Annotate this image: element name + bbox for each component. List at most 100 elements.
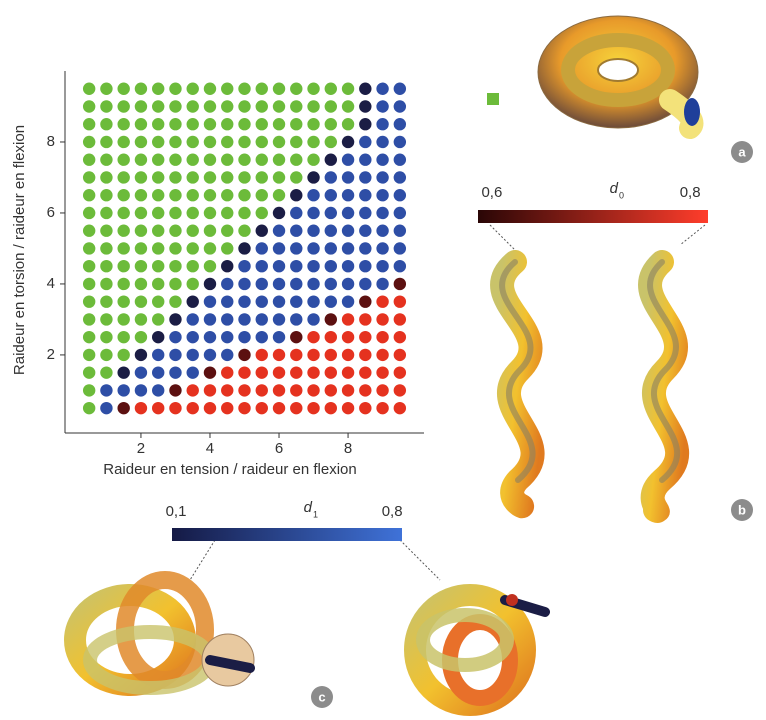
data-point [186,330,199,344]
data-point [255,118,268,131]
data-point [238,366,251,379]
data-point [134,206,148,220]
data-point [272,206,286,220]
data-point [152,118,165,131]
data-point [376,153,389,166]
data-point [255,330,268,344]
data-point [238,295,251,308]
data-point [82,189,96,202]
data-point [393,118,407,131]
data-point [376,118,389,131]
data-point [324,100,337,113]
data-point [393,242,407,255]
data-point [203,153,217,166]
data-point [186,313,199,326]
data-point [186,189,199,202]
data-point [324,135,337,149]
data-point [221,295,234,308]
data-point [134,401,148,415]
data-point [117,206,130,220]
data-point [169,100,182,113]
data-point [307,189,320,202]
data-point [134,259,148,273]
data-point [255,384,268,397]
data-point [307,366,320,379]
data-point [117,384,130,397]
data-point [376,384,389,397]
data-point [117,277,130,291]
data-point [393,384,407,397]
data-point [82,330,96,344]
data-point [324,401,337,415]
data-point [134,153,148,166]
data-point [186,82,199,95]
data-point [186,259,199,273]
data-point [134,118,148,131]
data-point [169,313,182,326]
data-point [100,206,113,220]
data-point [290,384,303,397]
data-point [203,118,217,131]
data-point [186,118,199,131]
data-point [307,277,320,291]
data-point [376,366,389,379]
data-point [393,277,407,291]
data-point [152,259,165,273]
data-point [393,189,407,202]
data-point [134,313,148,326]
data-point [376,224,389,237]
data-point [307,242,320,255]
data-point [376,295,389,308]
data-point [341,330,355,344]
panel-badge [311,686,333,708]
data-point [307,224,320,237]
data-point [324,277,337,291]
data-point [255,224,268,237]
data-point [393,224,407,237]
data-point [324,189,337,202]
data-point [307,171,320,184]
data-point [255,206,268,220]
data-point [117,348,130,362]
panel-badge [731,141,753,163]
data-point [117,189,130,202]
data-point [307,135,320,149]
y-tick-label: 2 [47,346,55,363]
data-point [134,366,148,379]
data-point [152,330,165,344]
data-point [186,366,199,379]
data-point [290,153,303,166]
data-point [307,206,320,220]
data-point [307,330,320,344]
data-point [307,153,320,166]
data-point [272,384,286,397]
data-point [359,366,372,379]
data-point [238,384,251,397]
data-point [169,348,182,362]
data-point [255,153,268,166]
data-point [359,277,372,291]
data-point [307,118,320,131]
data-point [393,206,407,220]
data-point [376,206,389,220]
data-point [238,171,251,184]
data-point [393,313,407,326]
y-tick-label: 4 [47,275,55,292]
data-point [307,100,320,113]
data-point [117,366,130,379]
data-point [203,206,217,220]
data-point [324,153,337,166]
data-point [238,348,251,362]
data-point [341,401,355,415]
scatter-plot: 2 4 6 8 2 4 6 8 [47,71,424,457]
data-point [341,295,355,308]
data-point [134,189,148,202]
data-point [324,366,337,379]
data-point [359,259,372,273]
data-point [203,82,217,95]
data-point [186,171,199,184]
data-point [134,242,148,255]
data-point [221,153,234,166]
data-point [186,224,199,237]
data-point [117,224,130,237]
